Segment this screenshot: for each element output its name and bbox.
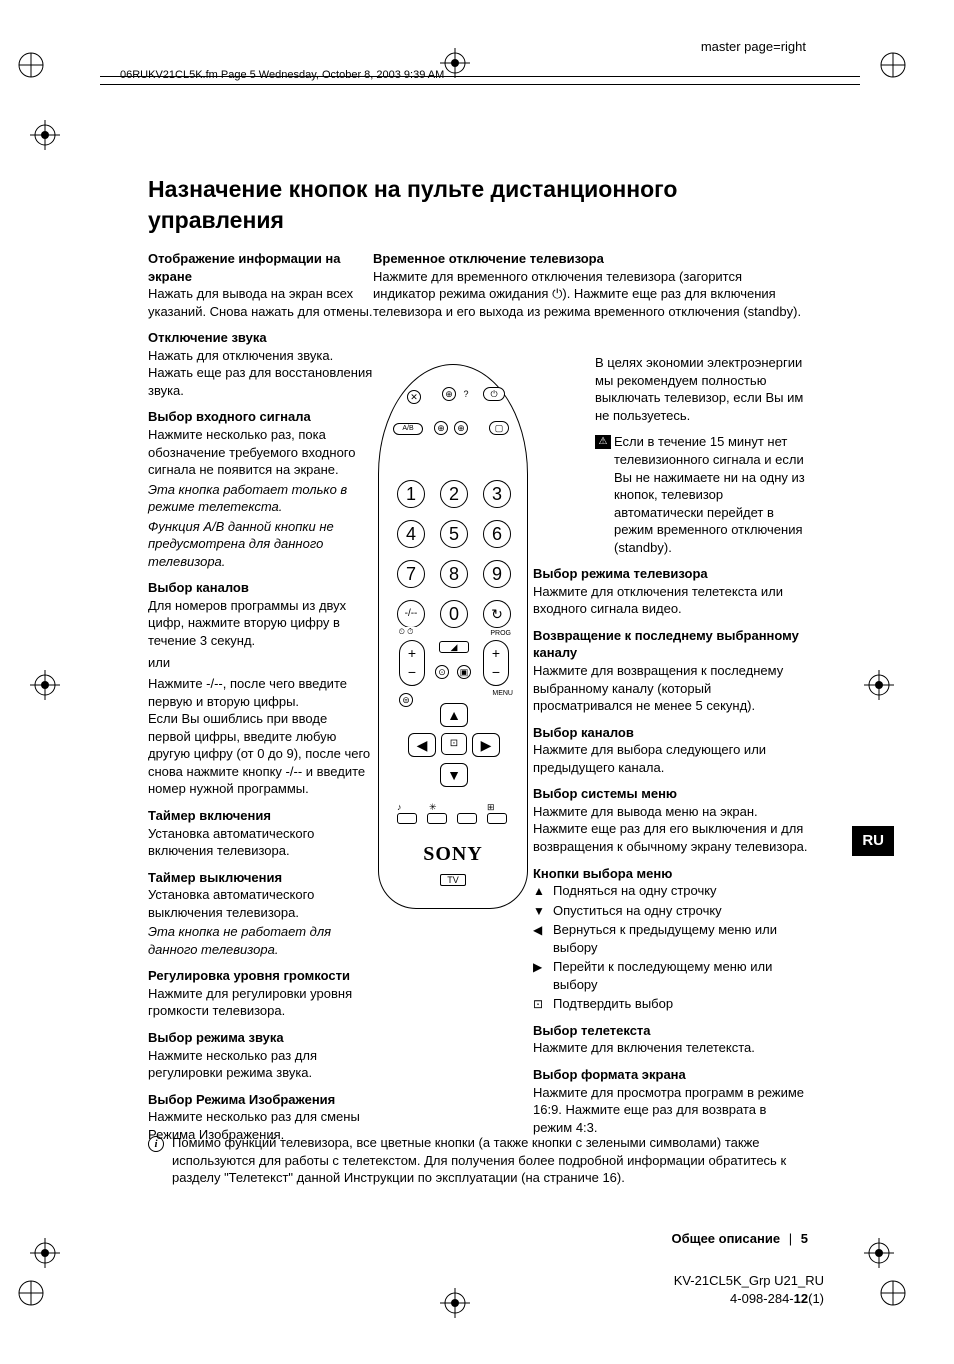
input2-icon: ⊕: [454, 421, 468, 435]
menu-right: Перейти к последующему меню или выбору: [553, 958, 808, 993]
doc-footer: KV-21CL5K_Grp U21_RU 4-098-284-12(1): [674, 1272, 824, 1308]
bottom-note: Помимо функций телевизора, все цветные к…: [172, 1134, 808, 1187]
arrow-down-icon: ▼: [440, 763, 468, 787]
l-b5-text: Установка автоматического включения теле…: [148, 825, 373, 860]
menu-up: Подняться на одну строчку: [553, 882, 808, 900]
r-b3-text: Нажмите для выбора следующего или предыд…: [533, 741, 808, 776]
l-b4-text: Для номеров программы из двух цифр, нажм…: [148, 597, 373, 650]
l-b8-title: Выбор режима звука: [148, 1029, 373, 1047]
num-dash: -/--: [397, 600, 425, 628]
small-btn-1: ⊙: [435, 665, 449, 679]
master-page-label: master page=right: [701, 38, 806, 56]
arrow-right-icon: ▶: [472, 733, 500, 757]
r-b4-title: Выбор системы меню: [533, 785, 808, 803]
l-b4-text3: Если Вы ошиблись при вводе первой цифры,…: [148, 710, 373, 798]
arrow-up-icon: ▲: [440, 703, 468, 727]
l-b4-text2: Нажмите -/--, после чего введите первую …: [148, 675, 373, 710]
l-b4-title: Выбор каналов: [148, 579, 373, 597]
num-0: 0: [440, 600, 468, 628]
num-1: 1: [397, 480, 425, 508]
ab-button: A/B: [393, 423, 423, 435]
r-b4-text: Нажмите для вывода меню на экран. Нажмит…: [533, 803, 808, 856]
r-b6-text: Нажмите для включения телетекста.: [533, 1039, 808, 1057]
l-b6-note: Эта кнопка не работает для данного телев…: [148, 923, 373, 958]
r-b2-text: Нажмите для возвращения к последнему выб…: [533, 662, 808, 715]
prog-rocker: +−: [483, 640, 509, 686]
menu-left: Вернуться к предыдущему меню или выбору: [553, 921, 808, 956]
l-b6-title: Таймер выключения: [148, 869, 373, 887]
l-b3-title: Выбор входного сигнала: [148, 408, 373, 426]
num-8: 8: [440, 560, 468, 588]
l-b4-or: или: [148, 654, 373, 672]
r-b7-text: Нажмите для просмотра программ в режиме …: [533, 1084, 808, 1137]
l-b3-note1: Эта кнопка работает только в режиме теле…: [148, 481, 373, 516]
num-7: 7: [397, 560, 425, 588]
l-b3-note2: Функция A/B данной кнопки не предусмотре…: [148, 518, 373, 571]
l-b9-title: Выбор Режима Изображения: [148, 1091, 373, 1109]
ok-button-icon: ⊡: [441, 733, 467, 755]
l-b2-text: Нажать для отключения звука. Нажать еще …: [148, 347, 373, 400]
yellow-button: [457, 813, 477, 824]
red-button: [397, 813, 417, 824]
warning-icon: ⚠: [595, 435, 611, 449]
r-b6-title: Выбор телетекста: [533, 1022, 808, 1040]
num-5: 5: [440, 520, 468, 548]
language-tab: RU: [852, 826, 894, 856]
r-b5-title: Кнопки выбора меню: [533, 865, 808, 883]
timer-icons: ⏲ ⏱: [393, 627, 419, 637]
r-b3-title: Выбор каналов: [533, 724, 808, 742]
right-column: Временное отключение телевизора Нажмите …: [533, 250, 808, 1152]
info-btn-icon: ⊕: [442, 387, 456, 401]
jump-icon: ↻: [483, 600, 511, 628]
num-2: 2: [440, 480, 468, 508]
l-b2-title: Отключение звука: [148, 329, 373, 347]
page-title: Назначение кнопок на пульте дистанционно…: [148, 174, 808, 236]
num-9: 9: [483, 560, 511, 588]
r-b2-title: Возвращение к последнему выбранному кана…: [533, 627, 808, 662]
footer-page: 5: [801, 1231, 808, 1246]
footer-section: Общее описание: [671, 1231, 780, 1246]
green-button: [427, 813, 447, 824]
power-icon: ⏻: [483, 387, 505, 401]
tv-label: TV: [379, 874, 527, 886]
l-b1-text: Нажать для вывода на экран всех указаний…: [148, 285, 373, 320]
l-b1-title: Отображение информации на экране: [148, 250, 373, 285]
l-b6-text: Установка автоматического выключения тел…: [148, 886, 373, 921]
menu-down: Опуститься на одну строчку: [553, 902, 808, 920]
left-column: Отображение информации на экранеНажать д…: [148, 250, 373, 1152]
l-b7-text: Нажмите для регулировки уровня громкости…: [148, 985, 373, 1020]
info-icon: i: [148, 1136, 164, 1152]
vol-bar-icon: ◢: [439, 641, 469, 653]
r-b1-text: Нажмите для отключения телетекста или вх…: [533, 583, 808, 618]
volume-rocker: +−: [399, 640, 425, 686]
l-b8-text: Нажмите несколько раз для регулировки ре…: [148, 1047, 373, 1082]
l-b3-text: Нажмите несколько раз, пока обозначение …: [148, 426, 373, 479]
menu-button-list: Подняться на одну строчку Опуститься на …: [533, 882, 808, 1013]
help-icon: ?: [459, 387, 473, 401]
r-b7-title: Выбор формата экрана: [533, 1066, 808, 1084]
brand-logo: SONY: [379, 841, 527, 868]
blue-button: [487, 813, 507, 824]
print-header: 06RUKV21CL5K.fm Page 5 Wednesday, Octobe…: [120, 68, 444, 83]
small-btn-2: ▣: [457, 665, 471, 679]
r-eco: В целях экономии электроэнергии мы реком…: [595, 354, 808, 424]
arrow-pad: ▲ ▼ ◀ ▶ ⊡: [404, 695, 504, 795]
menu-ok: Подтвердить выбор: [553, 995, 808, 1013]
l-b5-title: Таймер включения: [148, 807, 373, 825]
remote-control-diagram: ✕ ⊕ ? ⏻ A/B ⊕ ⊕ ▢ 1 2 3 4 5 6 7 8 9 -/--…: [378, 364, 528, 909]
l-b7-title: Регулировка уровня громкости: [148, 967, 373, 985]
num-4: 4: [397, 520, 425, 548]
input-icon: ⊕: [434, 421, 448, 435]
mute-icon: ✕: [407, 390, 421, 404]
tvmode-icon: ▢: [489, 421, 509, 435]
num-6: 6: [483, 520, 511, 548]
num-3: 3: [483, 480, 511, 508]
prog-label: PROG: [490, 629, 511, 638]
r-warn: Если в течение 15 минут нет телевизионно…: [614, 433, 808, 556]
r-b1-title: Выбор режима телевизора: [533, 565, 808, 583]
arrow-left-icon: ◀: [408, 733, 436, 757]
